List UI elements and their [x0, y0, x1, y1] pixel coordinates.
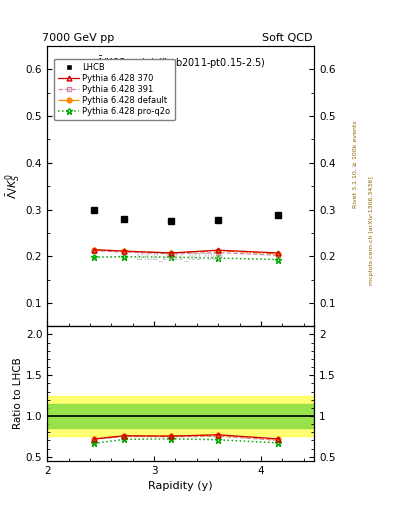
Text: $\bar{\Lambda}$/K0S vs |y| (lhcb2011-pt0.15-2.5): $\bar{\Lambda}$/K0S vs |y| (lhcb2011-pt0…	[96, 54, 266, 71]
Text: Rivet 3.1.10, ≥ 100k events: Rivet 3.1.10, ≥ 100k events	[353, 120, 358, 208]
Y-axis label: Ratio to LHCB: Ratio to LHCB	[13, 358, 23, 430]
Y-axis label: $\bar{\Lambda}/K^0_S$: $\bar{\Lambda}/K^0_S$	[4, 173, 23, 199]
Text: 7000 GeV pp: 7000 GeV pp	[42, 33, 115, 44]
Text: mcplots.cern.ch [arXiv:1306.3436]: mcplots.cern.ch [arXiv:1306.3436]	[369, 176, 374, 285]
Text: LHCB_2011_I917009: LHCB_2011_I917009	[137, 252, 224, 261]
Text: Soft QCD: Soft QCD	[262, 33, 312, 44]
X-axis label: Rapidity (y): Rapidity (y)	[149, 481, 213, 491]
Bar	[47, 404, 314, 428]
Bar	[47, 396, 314, 436]
Legend: LHCB, Pythia 6.428 370, Pythia 6.428 391, Pythia 6.428 default, Pythia 6.428 pro: LHCB, Pythia 6.428 370, Pythia 6.428 391…	[54, 59, 174, 120]
